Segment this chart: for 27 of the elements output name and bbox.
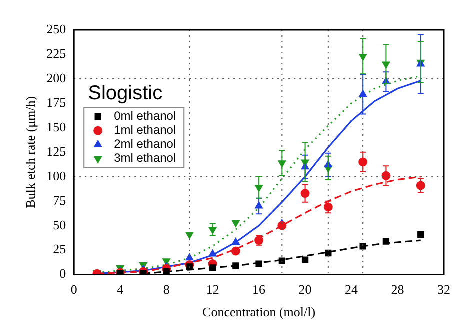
x-axis-title: Concentration (mol/l) (202, 304, 316, 320)
legend-label: 1ml ethanol (114, 123, 176, 138)
y-axis-title: Bulk etch rate (μm/h) (23, 96, 38, 208)
x-tick-label: 20 (298, 282, 312, 298)
y-tick-label: 0 (60, 266, 66, 282)
x-tick-label: 12 (206, 282, 220, 298)
x-tick-label: 8 (163, 282, 170, 298)
legend-title: Slogistic (88, 82, 163, 104)
y-tick-label: 200 (46, 70, 66, 86)
x-tick-label: 16 (252, 282, 266, 298)
y-tick-label: 50 (53, 217, 66, 232)
y-tick-label: 25 (53, 242, 66, 257)
x-tick-label: 32 (438, 282, 450, 298)
y-tick-label: 100 (46, 168, 66, 184)
y-tick-label: 75 (53, 192, 66, 208)
legend-label: 3ml ethanol (114, 151, 176, 166)
legend-label: 0ml ethanol (114, 109, 176, 124)
x-tick-label: 28 (391, 282, 404, 298)
y-tick-label: 175 (46, 94, 66, 110)
x-tick-label: 0 (70, 282, 78, 298)
y-tick-label: 225 (46, 46, 66, 61)
y-tick-label: 250 (46, 21, 66, 36)
x-tick-label: 24 (345, 282, 359, 298)
legend-label: 2ml ethanol (114, 137, 176, 152)
x-tick-label: 4 (117, 282, 124, 298)
y-tick-label: 150 (46, 119, 66, 134)
y-tick-label: 125 (46, 144, 66, 159)
